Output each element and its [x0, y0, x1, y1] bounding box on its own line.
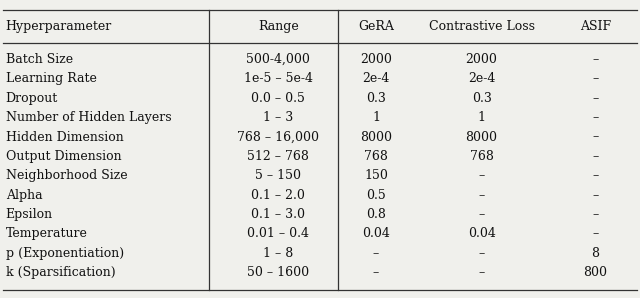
Text: –: –: [592, 131, 598, 144]
Text: –: –: [373, 266, 379, 279]
Text: GeRA: GeRA: [358, 20, 394, 33]
Text: –: –: [479, 208, 484, 221]
Text: –: –: [592, 208, 598, 221]
Text: 0.3: 0.3: [366, 92, 386, 105]
Text: Dropout: Dropout: [6, 92, 58, 105]
Text: k (Sparsification): k (Sparsification): [6, 266, 115, 279]
Text: 2e-4: 2e-4: [362, 72, 390, 86]
Text: ASIF: ASIF: [580, 20, 611, 33]
Text: Output Dimension: Output Dimension: [6, 150, 122, 163]
Text: Number of Hidden Layers: Number of Hidden Layers: [6, 111, 172, 124]
Text: 2e-4: 2e-4: [468, 72, 495, 86]
Text: –: –: [373, 247, 379, 260]
Text: Range: Range: [258, 20, 299, 33]
Text: Alpha: Alpha: [6, 189, 42, 202]
Text: –: –: [592, 169, 598, 182]
Text: –: –: [479, 247, 484, 260]
Text: 500-4,000: 500-4,000: [246, 53, 310, 66]
Text: 768: 768: [364, 150, 388, 163]
Text: 1 – 8: 1 – 8: [263, 247, 294, 260]
Text: –: –: [479, 266, 484, 279]
Text: 0.04: 0.04: [362, 227, 390, 240]
Text: 1e-5 – 5e-4: 1e-5 – 5e-4: [244, 72, 313, 86]
Text: 768: 768: [470, 150, 493, 163]
Text: –: –: [592, 111, 598, 124]
Text: –: –: [592, 53, 598, 66]
Text: 150: 150: [364, 169, 388, 182]
Text: 5 – 150: 5 – 150: [255, 169, 301, 182]
Text: –: –: [592, 189, 598, 202]
Text: p (Exponentiation): p (Exponentiation): [6, 247, 124, 260]
Text: 0.04: 0.04: [468, 227, 495, 240]
Text: 0.0 – 0.5: 0.0 – 0.5: [252, 92, 305, 105]
Text: –: –: [479, 169, 484, 182]
Text: 0.3: 0.3: [472, 92, 492, 105]
Text: 0.8: 0.8: [366, 208, 386, 221]
Text: Epsilon: Epsilon: [6, 208, 53, 221]
Text: 50 – 1600: 50 – 1600: [247, 266, 310, 279]
Text: 1: 1: [372, 111, 380, 124]
Text: 0.5: 0.5: [366, 189, 386, 202]
Text: –: –: [592, 150, 598, 163]
Text: 512 – 768: 512 – 768: [248, 150, 309, 163]
Text: 1 – 3: 1 – 3: [263, 111, 294, 124]
Text: 8000: 8000: [466, 131, 498, 144]
Text: Temperature: Temperature: [6, 227, 88, 240]
Text: Hidden Dimension: Hidden Dimension: [6, 131, 124, 144]
Text: Neighborhood Size: Neighborhood Size: [6, 169, 127, 182]
Text: 8: 8: [591, 247, 599, 260]
Text: –: –: [592, 227, 598, 240]
Text: 8000: 8000: [360, 131, 392, 144]
Text: 768 – 16,000: 768 – 16,000: [237, 131, 319, 144]
Text: 0.01 – 0.4: 0.01 – 0.4: [248, 227, 309, 240]
Text: 0.1 – 2.0: 0.1 – 2.0: [252, 189, 305, 202]
Text: –: –: [479, 189, 484, 202]
Text: 1: 1: [477, 111, 486, 124]
Text: Learning Rate: Learning Rate: [6, 72, 97, 86]
Text: –: –: [592, 72, 598, 86]
Text: 2000: 2000: [466, 53, 497, 66]
Text: Hyperparameter: Hyperparameter: [6, 20, 112, 33]
Text: –: –: [592, 92, 598, 105]
Text: Contrastive Loss: Contrastive Loss: [429, 20, 534, 33]
Text: 0.1 – 3.0: 0.1 – 3.0: [252, 208, 305, 221]
Text: 2000: 2000: [360, 53, 392, 66]
Text: 800: 800: [583, 266, 607, 279]
Text: Batch Size: Batch Size: [6, 53, 73, 66]
